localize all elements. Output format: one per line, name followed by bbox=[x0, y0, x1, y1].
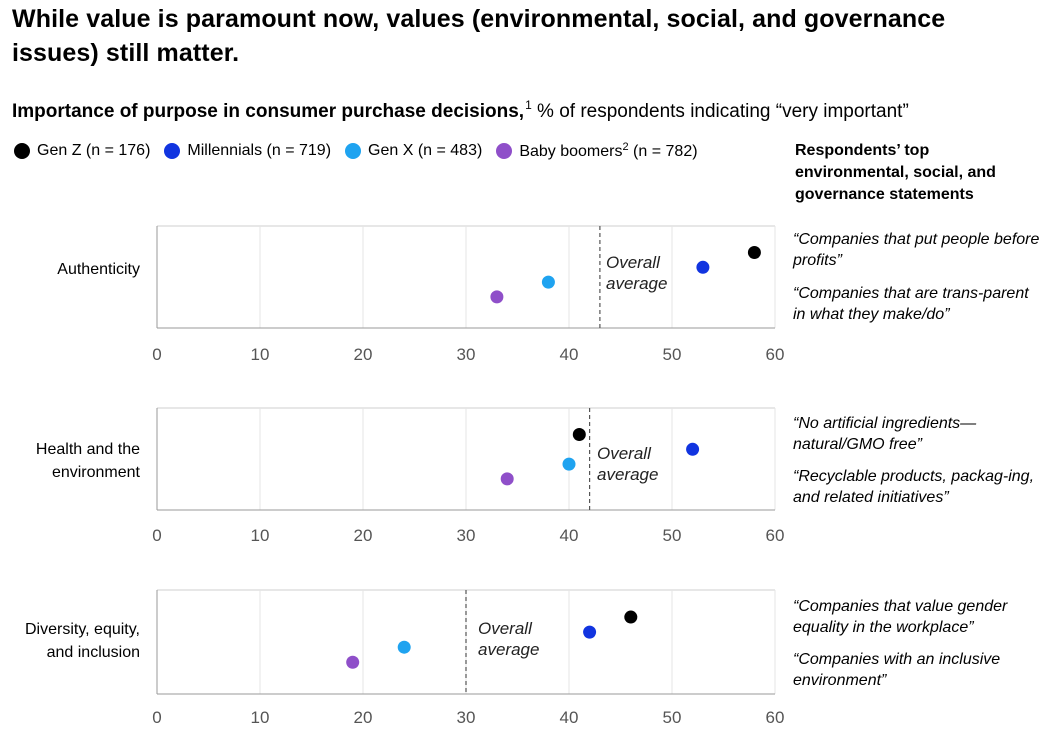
data-point-diversity-gen-z bbox=[624, 610, 638, 624]
x-tick-label: 0 bbox=[152, 708, 161, 727]
chart-subtitle: Importance of purpose in consumer purcha… bbox=[12, 92, 909, 125]
data-point-diversity-baby-boomers bbox=[346, 655, 360, 669]
statement-diversity-2: “Companies with an inclusive environment… bbox=[793, 651, 1001, 689]
statement-diversity-1: “Companies that value gender equality in… bbox=[793, 598, 1008, 636]
data-point-health-baby-boomers bbox=[500, 472, 514, 486]
statement-health-2: “Recyclable products, packag-ing, and re… bbox=[793, 468, 1035, 506]
legend-marker-gen-z bbox=[14, 143, 30, 159]
legend-label-gen-z: Gen Z (n = 176) bbox=[37, 142, 151, 159]
x-tick-label: 0 bbox=[152, 345, 161, 364]
statement-authenticity-1: “Companies that put people before profit… bbox=[793, 231, 1040, 269]
panel-label-diversity: Diversity, equity, and inclusion bbox=[25, 621, 140, 661]
statements-header: Respondents’ top environmental, social, … bbox=[795, 142, 996, 203]
overall-average-label: average bbox=[597, 465, 658, 484]
legend-label-baby-boomers: Baby boomers2 (n = 782) bbox=[519, 141, 698, 160]
x-tick-label: 20 bbox=[354, 708, 373, 727]
panel-label-health: Health and the environment bbox=[35, 441, 140, 481]
x-tick-label: 20 bbox=[354, 345, 373, 364]
panel-label-authenticity: Authenticity bbox=[57, 261, 140, 278]
data-point-health-gen-z bbox=[572, 428, 586, 442]
x-tick-label: 10 bbox=[251, 345, 270, 364]
overall-average-label: average bbox=[478, 640, 539, 659]
x-tick-label: 50 bbox=[663, 345, 682, 364]
x-tick-label: 0 bbox=[152, 526, 161, 545]
x-tick-label: 40 bbox=[560, 526, 579, 545]
chart-title: While value is paramount now, values (en… bbox=[12, 5, 946, 67]
x-tick-label: 20 bbox=[354, 526, 373, 545]
x-tick-label: 10 bbox=[251, 708, 270, 727]
statement-authenticity-2: “Companies that are trans-parent in what… bbox=[793, 285, 1029, 323]
subtitle-unit: % of respondents indicating “very import… bbox=[531, 101, 909, 122]
legend-label-millennials: Millennials (n = 719) bbox=[187, 142, 332, 159]
legend-marker-gen-x bbox=[345, 143, 362, 159]
overall-average-label: Overall bbox=[478, 619, 533, 638]
x-tick-label: 60 bbox=[766, 345, 785, 364]
subtitle-bold: Importance of purpose in consumer purcha… bbox=[12, 101, 525, 122]
data-point-authenticity-gen-z bbox=[747, 246, 761, 260]
data-point-authenticity-baby-boomers bbox=[490, 290, 504, 304]
x-tick-label: 40 bbox=[560, 708, 579, 727]
x-tick-label: 10 bbox=[251, 526, 270, 545]
data-point-diversity-gen-x bbox=[397, 640, 411, 654]
legend: Gen Z (n = 176) Millennials (n = 719) Ge… bbox=[14, 139, 712, 163]
legend-marker-baby-boomers bbox=[496, 143, 513, 159]
statement-health-1: “No artificial ingredients—natural/GMO f… bbox=[793, 415, 977, 453]
x-tick-label: 40 bbox=[560, 345, 579, 364]
subtitle-footnote: 1 bbox=[525, 98, 532, 112]
data-point-authenticity-millennials bbox=[696, 260, 710, 274]
overall-average-label: average bbox=[606, 274, 667, 293]
legend-item-gen-x: Gen X (n = 483) bbox=[345, 142, 482, 160]
x-tick-label: 60 bbox=[766, 708, 785, 727]
legend-item-baby-boomers: Baby boomers2 (n = 782) bbox=[496, 141, 698, 161]
legend-marker-millennials bbox=[164, 143, 181, 159]
x-tick-label: 30 bbox=[457, 708, 476, 727]
data-point-diversity-millennials bbox=[583, 625, 597, 639]
legend-label-gen-x: Gen X (n = 483) bbox=[368, 142, 483, 159]
x-tick-label: 50 bbox=[663, 708, 682, 727]
data-point-authenticity-gen-x bbox=[541, 275, 555, 289]
data-point-health-gen-x bbox=[562, 457, 576, 471]
x-tick-label: 50 bbox=[663, 526, 682, 545]
legend-item-gen-z: Gen Z (n = 176) bbox=[14, 142, 150, 160]
x-tick-label: 30 bbox=[457, 345, 476, 364]
x-tick-label: 30 bbox=[457, 526, 476, 545]
legend-item-millennials: Millennials (n = 719) bbox=[164, 142, 331, 160]
x-tick-label: 60 bbox=[766, 526, 785, 545]
overall-average-label: Overall bbox=[597, 444, 652, 463]
overall-average-label: Overall bbox=[606, 253, 661, 272]
data-point-health-millennials bbox=[686, 442, 700, 456]
